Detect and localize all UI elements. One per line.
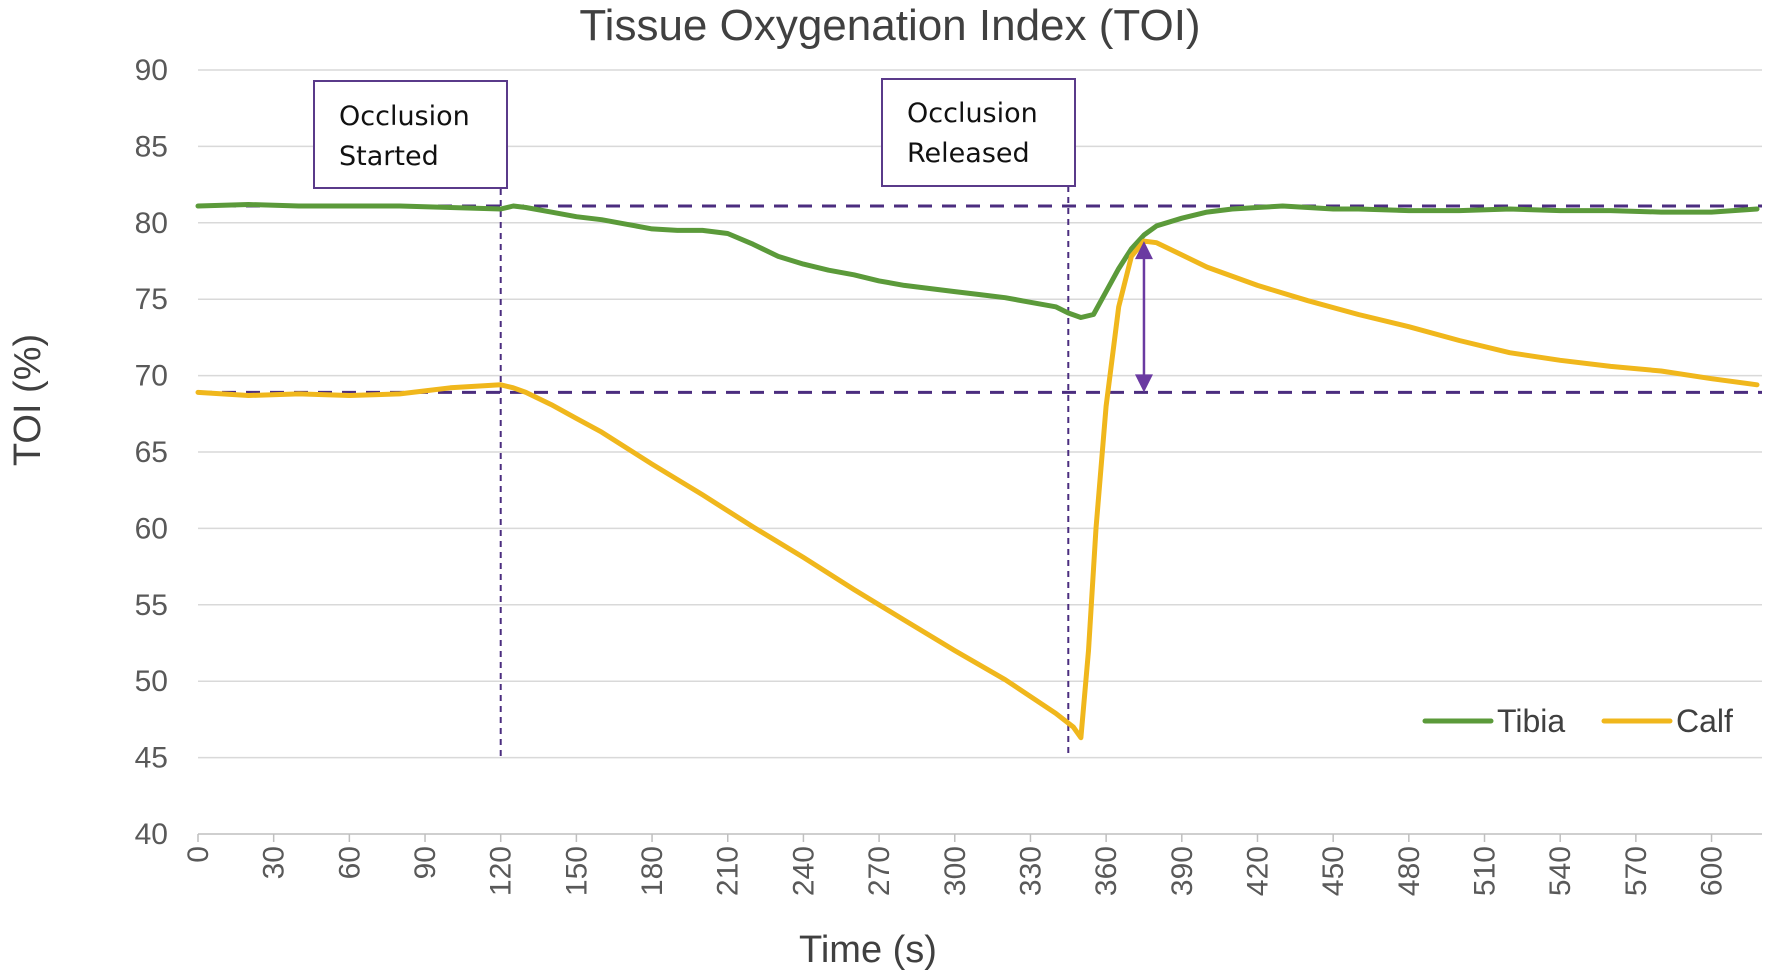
series-line-tibia <box>195 202 1760 320</box>
x-tick-label: 270 <box>863 846 896 896</box>
annotation-occlusion-released: Occlusion Released <box>881 78 1076 187</box>
y-tick-label: 50 <box>135 665 168 698</box>
legend: Tibia Calf <box>1422 703 1733 739</box>
x-tick-label: 480 <box>1393 846 1426 896</box>
series-group <box>195 202 1760 741</box>
x-tick-label: 240 <box>787 846 820 896</box>
annotation-box <box>881 78 1076 187</box>
y-tick-label: 45 <box>135 742 168 775</box>
annotation-line1: Occlusion <box>339 101 470 132</box>
x-tick-label: 30 <box>258 846 291 879</box>
annotation-line2: Started <box>339 141 439 172</box>
y-tick-label: 60 <box>135 512 168 545</box>
x-tick-label: 360 <box>1090 846 1123 896</box>
chart-title: Tissue Oxygenation Index (TOI) <box>579 1 1200 50</box>
difference-arrow <box>1134 241 1153 393</box>
y-tick-label: 70 <box>135 360 168 393</box>
annotation-box <box>313 80 508 189</box>
x-tick-label: 0 <box>182 846 215 863</box>
series-line-calf <box>195 238 1760 741</box>
reference-lines <box>198 186 1762 756</box>
legend-label-calf: Calf <box>1676 703 1733 739</box>
y-tick-label: 65 <box>135 436 168 469</box>
x-tick-label: 540 <box>1544 846 1577 896</box>
x-tick-label: 570 <box>1620 846 1653 896</box>
y-tick-label: 55 <box>135 589 168 622</box>
x-tick-label: 450 <box>1317 846 1350 896</box>
y-tick-label: 40 <box>135 818 168 851</box>
annotation-line1: Occlusion <box>907 98 1038 129</box>
arrow-head-top <box>1134 241 1153 260</box>
legend-label-tibia: Tibia <box>1497 703 1565 739</box>
arrow-head-bottom <box>1134 374 1153 393</box>
y-tick-label: 80 <box>135 207 168 240</box>
x-tick-label: 300 <box>939 846 972 896</box>
x-tick-label: 120 <box>485 846 518 896</box>
x-tick-label: 600 <box>1696 846 1729 896</box>
gridlines <box>198 69 1762 835</box>
x-tick-label: 210 <box>712 846 745 896</box>
x-ticks: 0 30 60 90 120 150 180 210 240 270 300 330 360 390 420… <box>182 834 1729 896</box>
y-tick-label: 90 <box>135 54 168 87</box>
x-axis-label: Time (s) <box>799 929 937 971</box>
x-tick-label: 420 <box>1241 846 1274 896</box>
x-tick-label: 330 <box>1014 846 1047 896</box>
x-tick-label: 180 <box>636 846 669 896</box>
y-tick-label: 85 <box>135 130 168 163</box>
y-ticks: 40 45 50 55 60 65 70 75 80 85 90 <box>135 54 168 851</box>
annotation-line2: Released <box>907 138 1030 169</box>
y-axis-label: TOI (%) <box>7 334 49 466</box>
annotation-occlusion-started: Occlusion Started <box>313 80 508 189</box>
x-tick-label: 90 <box>409 846 442 879</box>
x-tick-label: 510 <box>1469 846 1502 896</box>
x-tick-label: 390 <box>1166 846 1199 896</box>
x-tick-label: 60 <box>333 846 366 879</box>
y-tick-label: 75 <box>135 283 168 316</box>
x-tick-label: 150 <box>560 846 593 896</box>
